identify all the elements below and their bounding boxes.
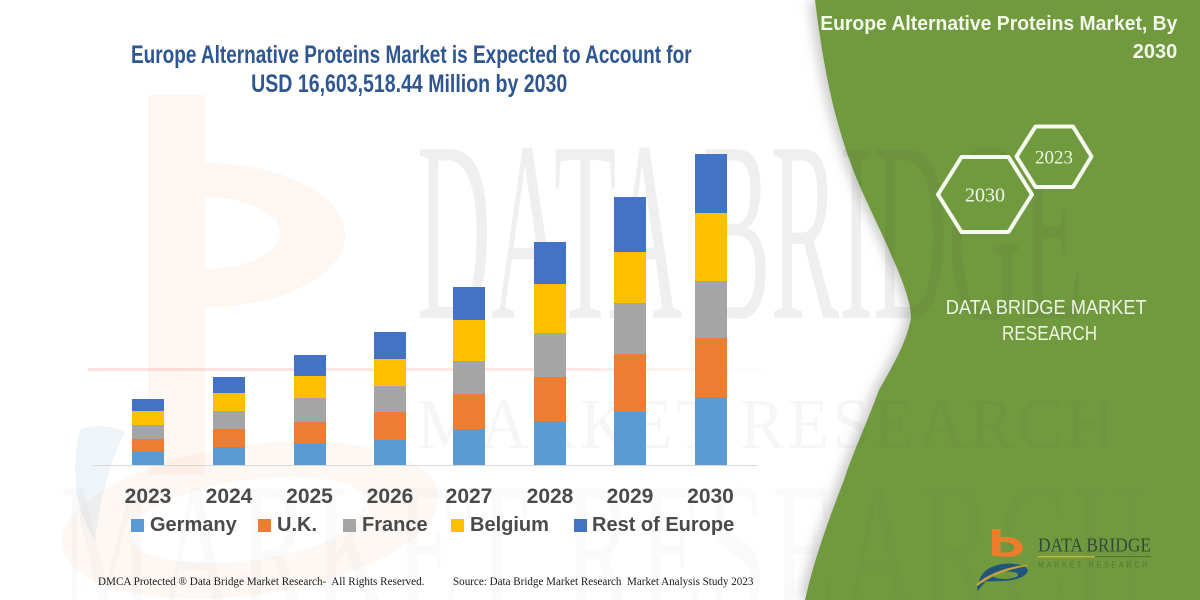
svg-text:MARKET RESEARCH: MARKET RESEARCH	[1038, 561, 1150, 570]
svg-text:2030: 2030	[965, 185, 1005, 207]
svg-text:2023: 2023	[1035, 148, 1073, 169]
svg-text:DATA BRIDGE: DATA BRIDGE	[1038, 535, 1151, 557]
